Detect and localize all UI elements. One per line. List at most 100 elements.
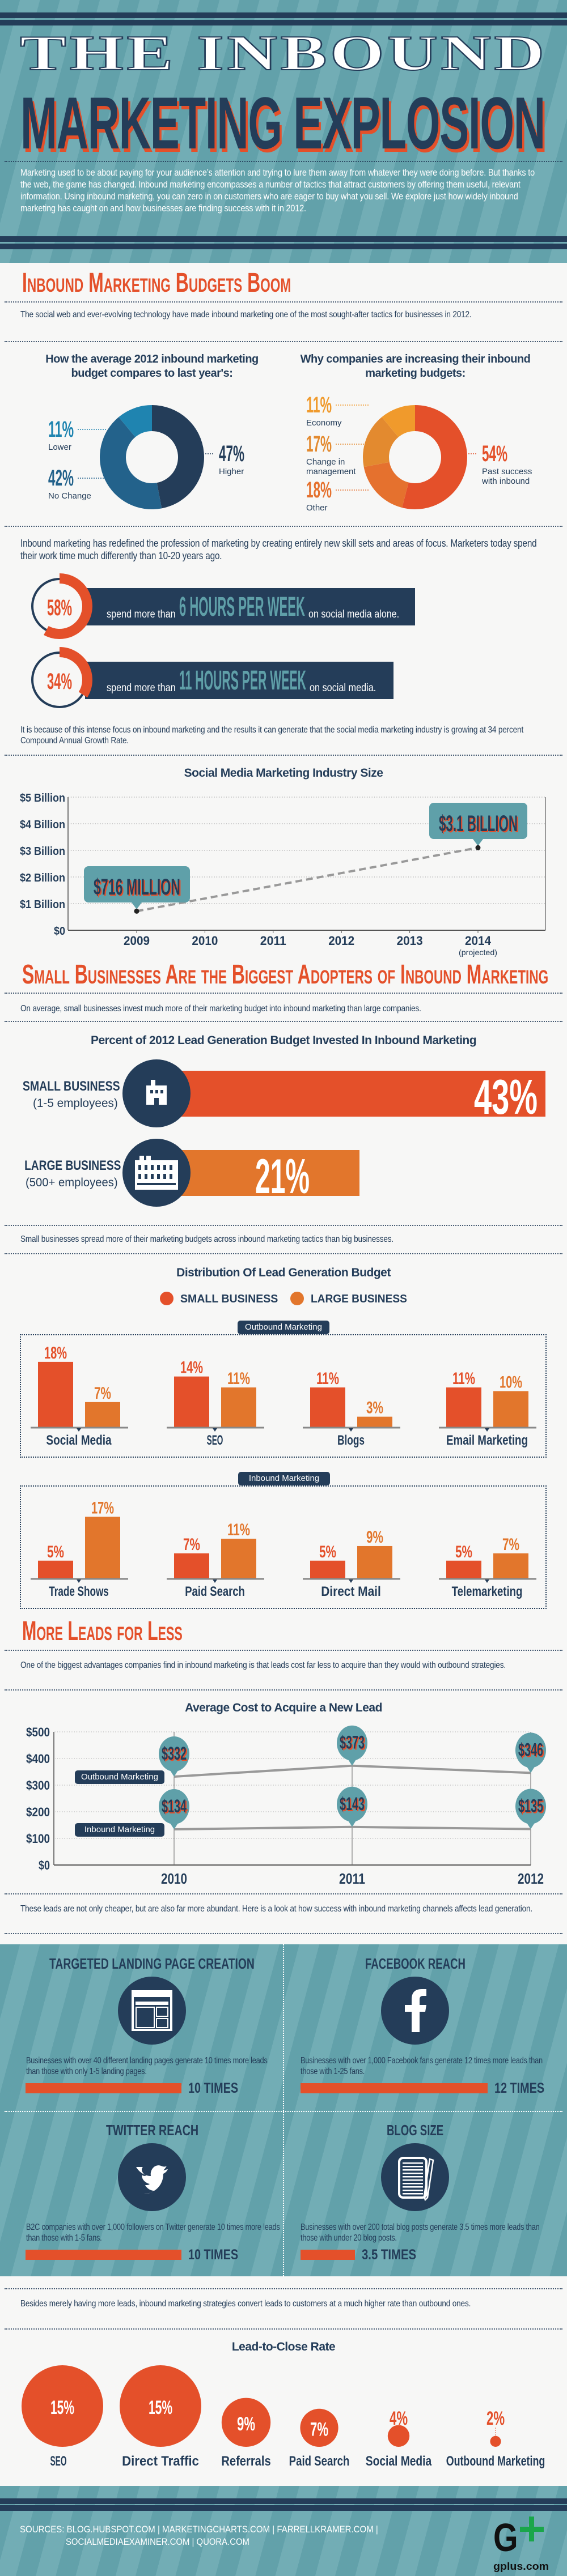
section-intro: On average, small businesses invest much… bbox=[20, 1004, 421, 1014]
outbound-series-tag: Outbound Marketing bbox=[75, 1770, 164, 1784]
balloon-value: $373 bbox=[340, 1732, 365, 1753]
distribution-bar-chart: 18% 7% Social Media 14% 11% SEO 11% 3% Blogs 11% 1… bbox=[31, 1344, 536, 1599]
business-label: LARGE BUSINESS bbox=[24, 1158, 121, 1173]
industry-chart-title: Social Media Marketing Industry Size bbox=[184, 767, 383, 780]
stat-bar bbox=[85, 662, 393, 699]
divider bbox=[283, 1944, 284, 2276]
x-tick-label: 2012 bbox=[328, 934, 354, 948]
ring-fill bbox=[44, 573, 92, 639]
bubble-category: Paid Search bbox=[289, 2454, 350, 2469]
donut-value-label: 42% bbox=[48, 466, 74, 491]
bar bbox=[446, 1560, 481, 1579]
intro-paragraph: Marketing used to be about paying for yo… bbox=[20, 167, 535, 214]
bar-value-label: 5% bbox=[455, 1543, 472, 1561]
x-tick-label: 2009 bbox=[124, 934, 150, 948]
balloon-marker bbox=[337, 1786, 367, 1822]
trend-line bbox=[136, 846, 479, 913]
gplus-logo[interactable]: G bbox=[492, 2515, 555, 2558]
y-tick-label: $4 Billion bbox=[20, 819, 65, 831]
callout-box bbox=[84, 866, 190, 902]
bubble-value: 15% bbox=[50, 2397, 74, 2419]
y-tick-label: $2 Billion bbox=[20, 872, 65, 884]
stat-prefix: spend more than bbox=[107, 682, 176, 694]
donut-category-label: management bbox=[306, 467, 356, 476]
blog-icon bbox=[381, 2143, 449, 2211]
y-tick-label: $3 Billion bbox=[20, 845, 65, 858]
panel-bar bbox=[301, 2083, 488, 2093]
growth-paragraph: It is because of this intense focus on i… bbox=[20, 725, 524, 746]
abundant-paragraph: These leads are not only cheaper, but ar… bbox=[20, 1904, 533, 1914]
y-tick-label: $5 Billion bbox=[20, 792, 65, 804]
facebook-icon bbox=[381, 1977, 449, 2045]
bar bbox=[221, 1539, 256, 1579]
divider bbox=[5, 2288, 562, 2289]
inbound-series-tag: Inbound Marketing bbox=[75, 1823, 164, 1837]
donut-value-label: 54% bbox=[482, 441, 507, 466]
panel-bar bbox=[301, 2250, 356, 2260]
x-tick-label: 2011 bbox=[260, 934, 286, 948]
stat-percent: 58% bbox=[47, 595, 73, 620]
bar bbox=[493, 1391, 528, 1428]
balloon-marker bbox=[515, 1732, 546, 1768]
bar-value-label: 11% bbox=[227, 1521, 250, 1539]
stat-prefix: spend more than bbox=[107, 608, 176, 620]
panel-times: 3.5 TIMES bbox=[362, 2247, 417, 2263]
spread-paragraph: Small businesses spread more of their ma… bbox=[20, 1234, 394, 1244]
x-tick-label: 2013 bbox=[397, 934, 423, 948]
donut-segment bbox=[382, 405, 415, 437]
section-heading: More Leads for Less bbox=[22, 1616, 183, 1646]
divider bbox=[5, 341, 562, 342]
budget-bar bbox=[176, 1150, 359, 1196]
donut-category-label: Higher bbox=[219, 467, 244, 476]
balloon-marker bbox=[515, 1789, 546, 1824]
panel-times: 10 TIMES bbox=[188, 2080, 239, 2096]
panel-times: 12 TIMES bbox=[494, 2080, 545, 2096]
callout-pointer bbox=[473, 839, 483, 846]
divider bbox=[5, 1021, 562, 1022]
y-tick-label: $200 bbox=[26, 1805, 50, 1819]
stat-bar bbox=[85, 588, 415, 625]
x-tick-label: 2014 bbox=[465, 934, 492, 948]
outbound-box bbox=[20, 1334, 547, 1458]
bubble bbox=[221, 2398, 271, 2447]
gplus-site-label[interactable]: gplus.com bbox=[493, 2561, 549, 2572]
donut-value-label: 47% bbox=[219, 441, 244, 466]
bar-value-label: 3% bbox=[366, 1399, 383, 1417]
category-label: Direct Mail bbox=[321, 1584, 381, 1599]
title-line-2: MARKETING EXPLOSION bbox=[20, 82, 545, 164]
panel-title: TARGETED LANDING PAGE CREATION bbox=[49, 1955, 255, 1972]
bubble-value: 2% bbox=[486, 2408, 505, 2429]
bubble-value: 15% bbox=[149, 2397, 172, 2419]
bar-value-label: 10% bbox=[500, 1373, 522, 1392]
section-heading: Inbound Marketing Budgets Boom bbox=[22, 268, 291, 298]
y-tick-label: $300 bbox=[26, 1778, 50, 1792]
y-tick-label: $0 bbox=[39, 1858, 50, 1872]
balloon-value: $332 bbox=[162, 1743, 187, 1764]
balloon-value: $143 bbox=[340, 1794, 365, 1814]
donut-segment bbox=[100, 417, 162, 509]
donut-value-label: 17% bbox=[306, 432, 332, 457]
legend-swatch-small bbox=[160, 1292, 174, 1305]
ring-fill bbox=[60, 647, 92, 698]
balloon-marker bbox=[337, 1725, 367, 1761]
y-tick-label: $500 bbox=[26, 1725, 50, 1739]
divider bbox=[5, 526, 562, 527]
small-building-icon bbox=[122, 1059, 191, 1127]
gplus-logo-g: G bbox=[493, 2515, 518, 2560]
sources-line-2: SOCIALMEDIAEXAMINER.COM | QUORA.COM bbox=[66, 2536, 249, 2547]
bar bbox=[38, 1361, 73, 1428]
bar bbox=[357, 1416, 392, 1428]
bar-value-label: 5% bbox=[319, 1543, 336, 1561]
stat-suffix: on social media. bbox=[310, 682, 376, 694]
divider bbox=[5, 1225, 562, 1226]
bubble-value: 9% bbox=[237, 2413, 255, 2435]
budget-bar bbox=[176, 1071, 545, 1117]
panel-bar bbox=[26, 2083, 181, 2093]
bubble bbox=[387, 2425, 410, 2447]
outbound-tag: Outbound Marketing bbox=[238, 1321, 329, 1334]
x-tick-label: 2010 bbox=[161, 1870, 187, 1887]
baseline-marker bbox=[485, 1428, 489, 1432]
callout-label: $716 MILLION bbox=[94, 875, 180, 900]
balloon-marker bbox=[159, 1789, 189, 1825]
